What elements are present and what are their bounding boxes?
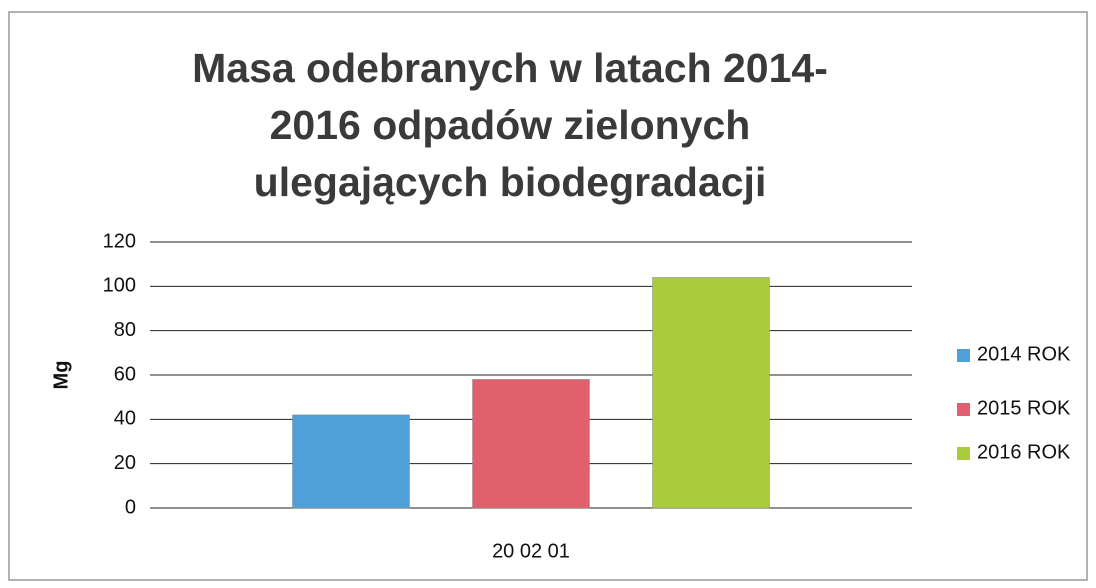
y-tick-label: 20 [114,452,136,474]
legend-label: 2014 ROK [977,343,1071,365]
y-tick-label: 80 [114,319,136,341]
legend-swatch [957,403,970,416]
y-tick-label: 60 [114,363,136,385]
chart-frame [8,11,1088,581]
chart-title: Masa odebranych w latach 2014-2016 odpad… [192,45,828,205]
legend-swatch [957,447,970,460]
y-tick-label: 100 [103,275,136,297]
legend-swatch [957,349,970,362]
legend-label: 2016 ROK [977,441,1071,463]
y-axis-label: Mg [50,361,72,390]
bar [472,379,590,509]
y-tick-label: 40 [114,408,136,430]
y-tick-label: 120 [103,230,136,252]
bar [292,414,410,509]
bar [652,277,770,509]
x-tick-label: 20 02 01 [492,540,570,562]
legend-label: 2015 ROK [977,397,1071,419]
y-tick-label: 0 [125,496,136,518]
